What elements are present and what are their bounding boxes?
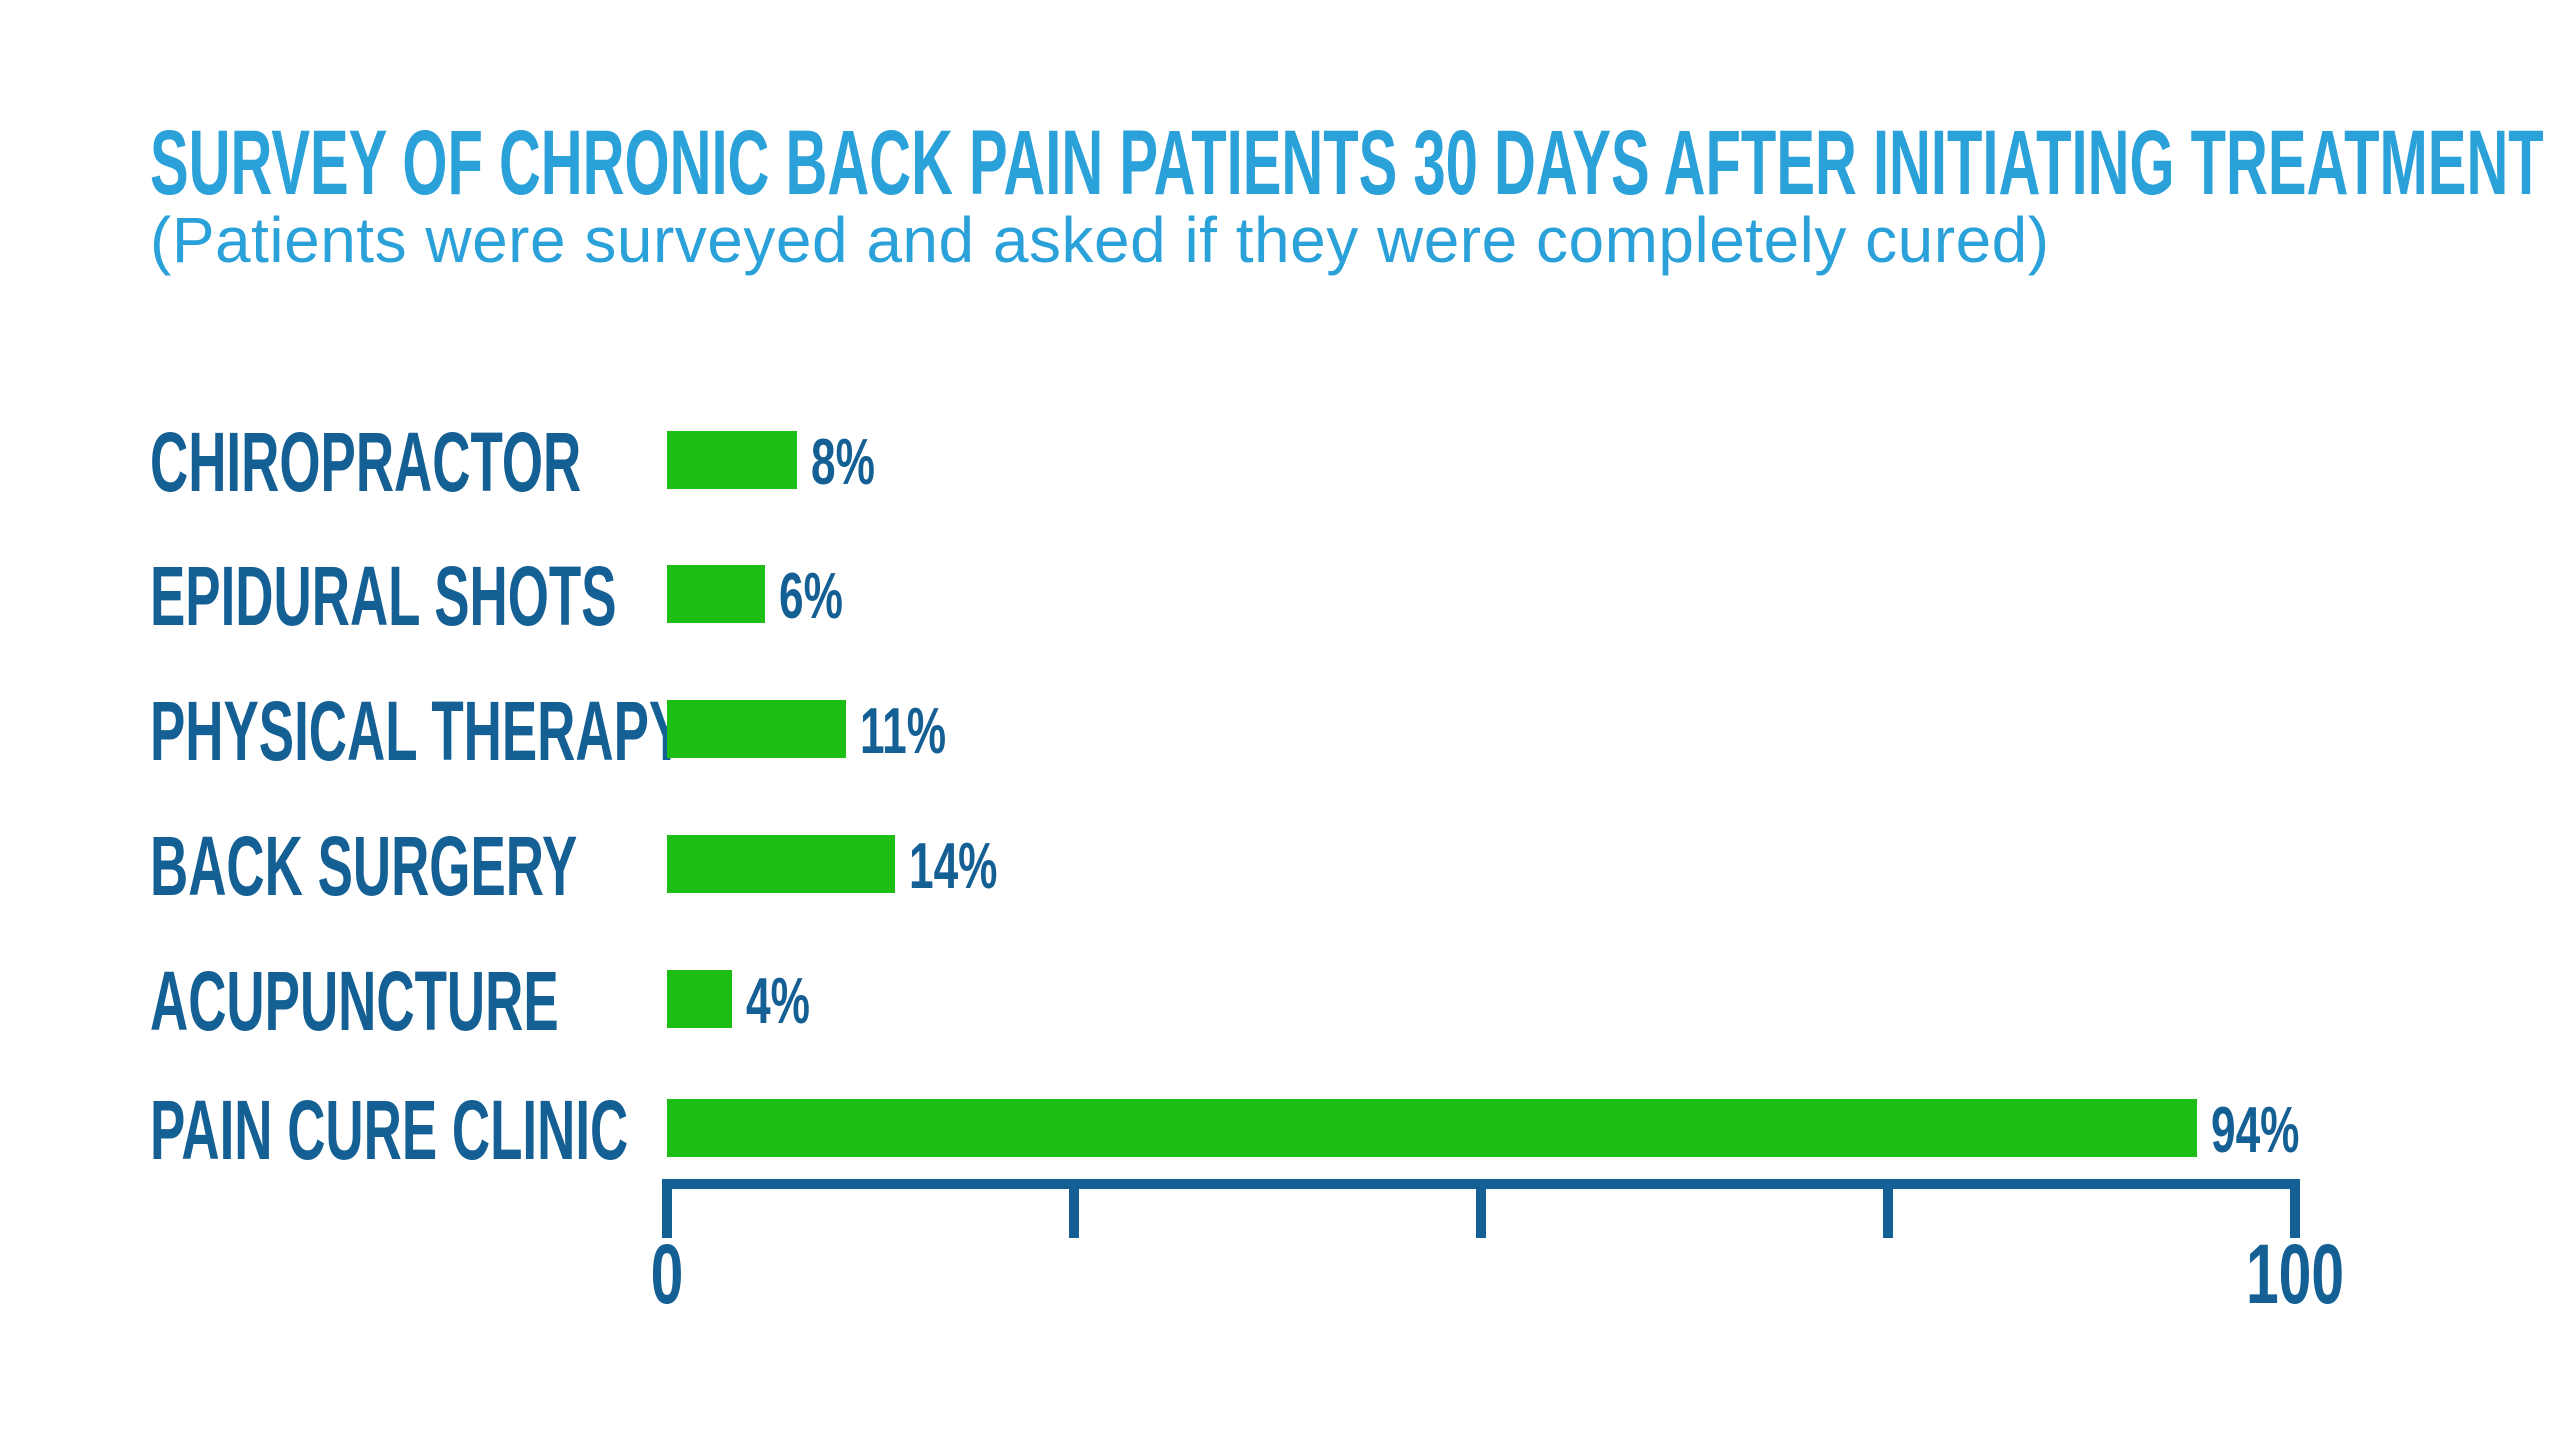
value-label-text: 11% [860, 694, 947, 767]
category-label: EPIDURAL SHOTS [150, 554, 891, 638]
bar [667, 835, 895, 893]
category-label-text: ACUPUNCTURE [150, 953, 559, 1048]
bar [667, 565, 765, 623]
value-label: 94% [2211, 1097, 2341, 1162]
value-label: 6% [779, 563, 873, 628]
category-label-text: PHYSICAL THERAPY [150, 683, 685, 778]
chart-subtitle: (Patients were surveyed and asked if the… [150, 208, 2050, 272]
x-axis-tick [2290, 1179, 2300, 1238]
category-label: CHIROPRACTOR [150, 420, 834, 504]
chart-subtitle-text: (Patients were surveyed and asked if the… [150, 204, 2050, 276]
value-label: 4% [746, 968, 840, 1033]
category-label-text: PAIN CURE CLINIC [150, 1082, 629, 1177]
x-axis-tick [1883, 1179, 1893, 1238]
category-label: PHYSICAL THERAPY [150, 689, 998, 773]
bar [667, 700, 846, 758]
category-label: BACK SURGERY [150, 824, 828, 908]
category-label-text: CHIROPRACTOR [150, 414, 582, 509]
value-label: 8% [811, 429, 905, 494]
bar [667, 1099, 2197, 1157]
bar [667, 431, 797, 489]
x-axis-tick-label: 100 [2245, 1227, 2345, 1321]
bar [667, 970, 732, 1028]
chart-title-text: SURVEY OF CHRONIC BACK PAIN PATIENTS 30 … [150, 112, 2544, 214]
value-label-text: 4% [746, 964, 810, 1037]
value-label-text: 8% [811, 425, 875, 498]
x-axis-tick [1476, 1179, 1486, 1238]
category-label: ACUPUNCTURE [150, 959, 799, 1043]
category-label: PAIN CURE CLINIC [150, 1088, 909, 1172]
chart-title: SURVEY OF CHRONIC BACK PAIN PATIENTS 30 … [150, 117, 2552, 209]
value-label: 11% [860, 698, 987, 763]
value-label-text: 6% [779, 559, 843, 632]
x-axis-tick [662, 1179, 672, 1238]
category-label-text: EPIDURAL SHOTS [150, 548, 617, 643]
category-label-text: BACK SURGERY [150, 818, 578, 913]
x-axis-tick [1069, 1179, 1079, 1238]
x-axis-tick-label: 0 [650, 1227, 684, 1321]
value-label-text: 94% [2211, 1093, 2300, 1166]
value-label: 14% [909, 833, 1039, 898]
value-label-text: 14% [909, 829, 998, 902]
